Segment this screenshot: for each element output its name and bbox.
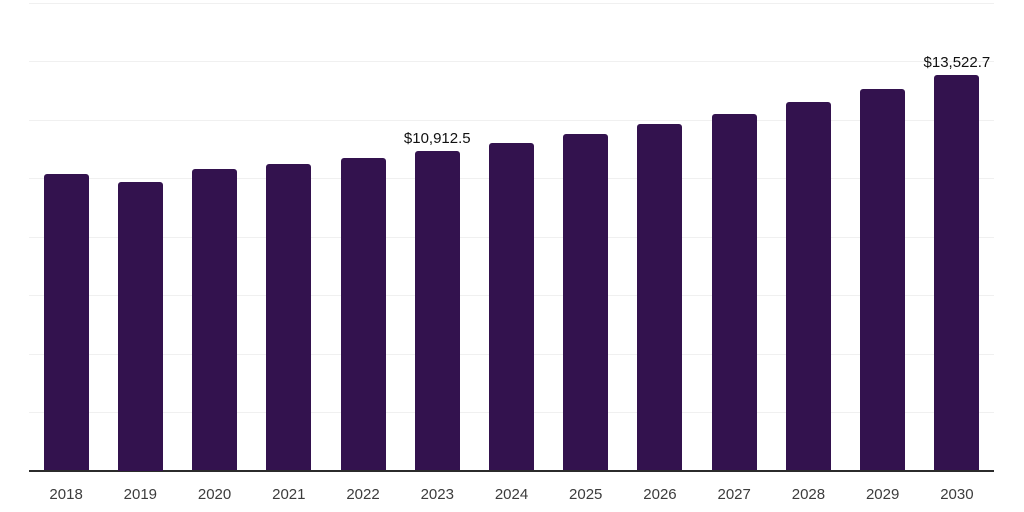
- bar-2024[interactable]: [489, 143, 534, 471]
- bar-2027[interactable]: [711, 113, 757, 471]
- bar-2019[interactable]: [117, 181, 163, 471]
- bar-2021[interactable]: [266, 163, 312, 471]
- x-tick-2019: 2019: [123, 486, 158, 503]
- x-tick-2021: 2021: [272, 486, 306, 503]
- bar-2022[interactable]: [340, 157, 386, 471]
- x-tick-2030: 2030: [940, 486, 974, 503]
- bar-2023[interactable]: [414, 151, 460, 471]
- x-tick-2020: 2020: [197, 486, 232, 503]
- x-tick-2025: 2025: [569, 486, 603, 503]
- x-tick-2028: 2028: [791, 486, 826, 503]
- bar-2026[interactable]: [637, 123, 683, 471]
- data-label-2023: $10,912.5: [403, 130, 471, 148]
- gridline-14000: [29, 61, 994, 62]
- x-tick-2024: 2024: [494, 486, 529, 503]
- bar-2025[interactable]: [563, 133, 609, 471]
- x-tick-2023: 2023: [420, 486, 454, 503]
- bar-2030[interactable]: [934, 74, 980, 471]
- bar-2018[interactable]: [43, 174, 89, 471]
- x-tick-2026: 2026: [643, 486, 677, 503]
- data-label-2030: $13,522.7: [923, 53, 991, 71]
- gridline-12000: [29, 119, 994, 121]
- x-tick-2027: 2027: [717, 486, 751, 503]
- bar-2029[interactable]: [860, 88, 906, 471]
- x-axis-line: [29, 470, 994, 472]
- x-tick-2029: 2029: [865, 486, 900, 503]
- x-tick-2022: 2022: [346, 486, 380, 503]
- x-tick-2018: 2018: [49, 486, 83, 503]
- bar-2028[interactable]: [785, 102, 831, 471]
- bar-2020[interactable]: [192, 168, 238, 471]
- gridline-16000: [29, 2, 994, 4]
